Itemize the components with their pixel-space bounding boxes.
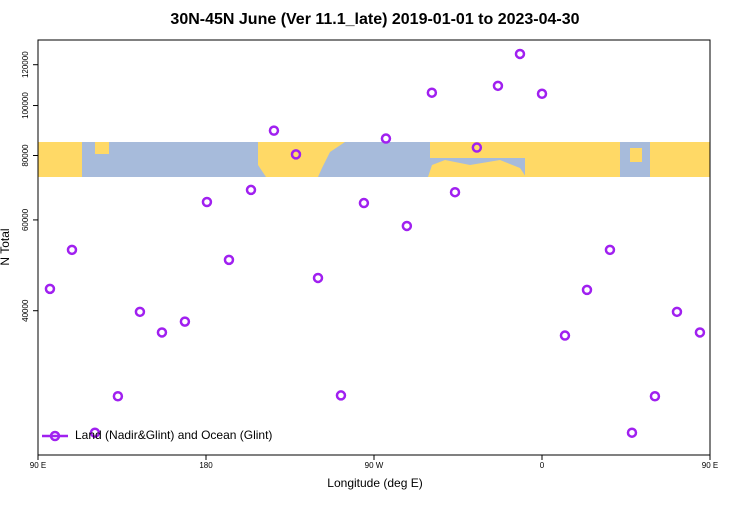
legend-label: Land (Nadir&Glint) and Ocean (Glint)	[75, 428, 272, 442]
data-point	[471, 142, 483, 153]
data-point	[671, 306, 683, 318]
x-axis-label: Longitude (deg E)	[327, 476, 422, 490]
data-point	[626, 427, 638, 438]
data-point	[245, 184, 257, 196]
y-tick-label: 60000	[21, 208, 30, 231]
data-point	[134, 306, 146, 318]
data-point	[401, 220, 413, 232]
data-point	[449, 186, 461, 198]
data-point	[559, 330, 571, 341]
land	[630, 148, 642, 162]
y-tick-label: 120000	[21, 51, 30, 78]
data-point	[201, 196, 213, 208]
map-band	[38, 142, 710, 177]
data-point	[536, 88, 548, 100]
y-tick-label: 80000	[21, 144, 30, 167]
y-tick-label: 40000	[21, 299, 30, 322]
data-point	[179, 316, 191, 327]
y-tick-label: 100000	[21, 92, 30, 119]
x-tick-label: 90 E	[702, 461, 718, 470]
data-point	[312, 272, 324, 284]
x-tick-label: 180	[199, 461, 213, 470]
data-point	[66, 244, 78, 256]
chart-title: 30N-45N June (Ver 11.1_late) 2019-01-01 …	[170, 11, 579, 28]
data-point	[335, 390, 347, 401]
x-tick-label: 90 W	[365, 461, 384, 470]
data-point	[492, 80, 504, 92]
y-axis-label: N Total	[0, 228, 12, 265]
land	[95, 142, 109, 154]
land	[430, 142, 525, 158]
data-point	[268, 125, 280, 136]
land	[428, 142, 620, 177]
data-point	[604, 244, 616, 256]
data-point	[89, 427, 101, 438]
land	[525, 142, 620, 177]
data-point	[426, 87, 438, 98]
data-point	[358, 197, 370, 209]
land	[38, 142, 82, 177]
x-tick-label: 90 E	[30, 461, 46, 470]
data-point	[380, 133, 392, 144]
land	[258, 142, 345, 177]
land	[650, 142, 710, 177]
data-point	[694, 327, 706, 338]
data-point	[112, 391, 124, 402]
x-tick-label: 0	[540, 461, 545, 470]
data-point	[156, 327, 168, 338]
data-point	[290, 149, 302, 160]
plot-frame	[37, 39, 711, 456]
data-point	[223, 254, 235, 266]
legend-marker	[49, 430, 61, 442]
data-point	[44, 283, 56, 295]
data-point	[581, 284, 593, 296]
data-point	[514, 48, 526, 60]
data-point	[649, 391, 661, 402]
